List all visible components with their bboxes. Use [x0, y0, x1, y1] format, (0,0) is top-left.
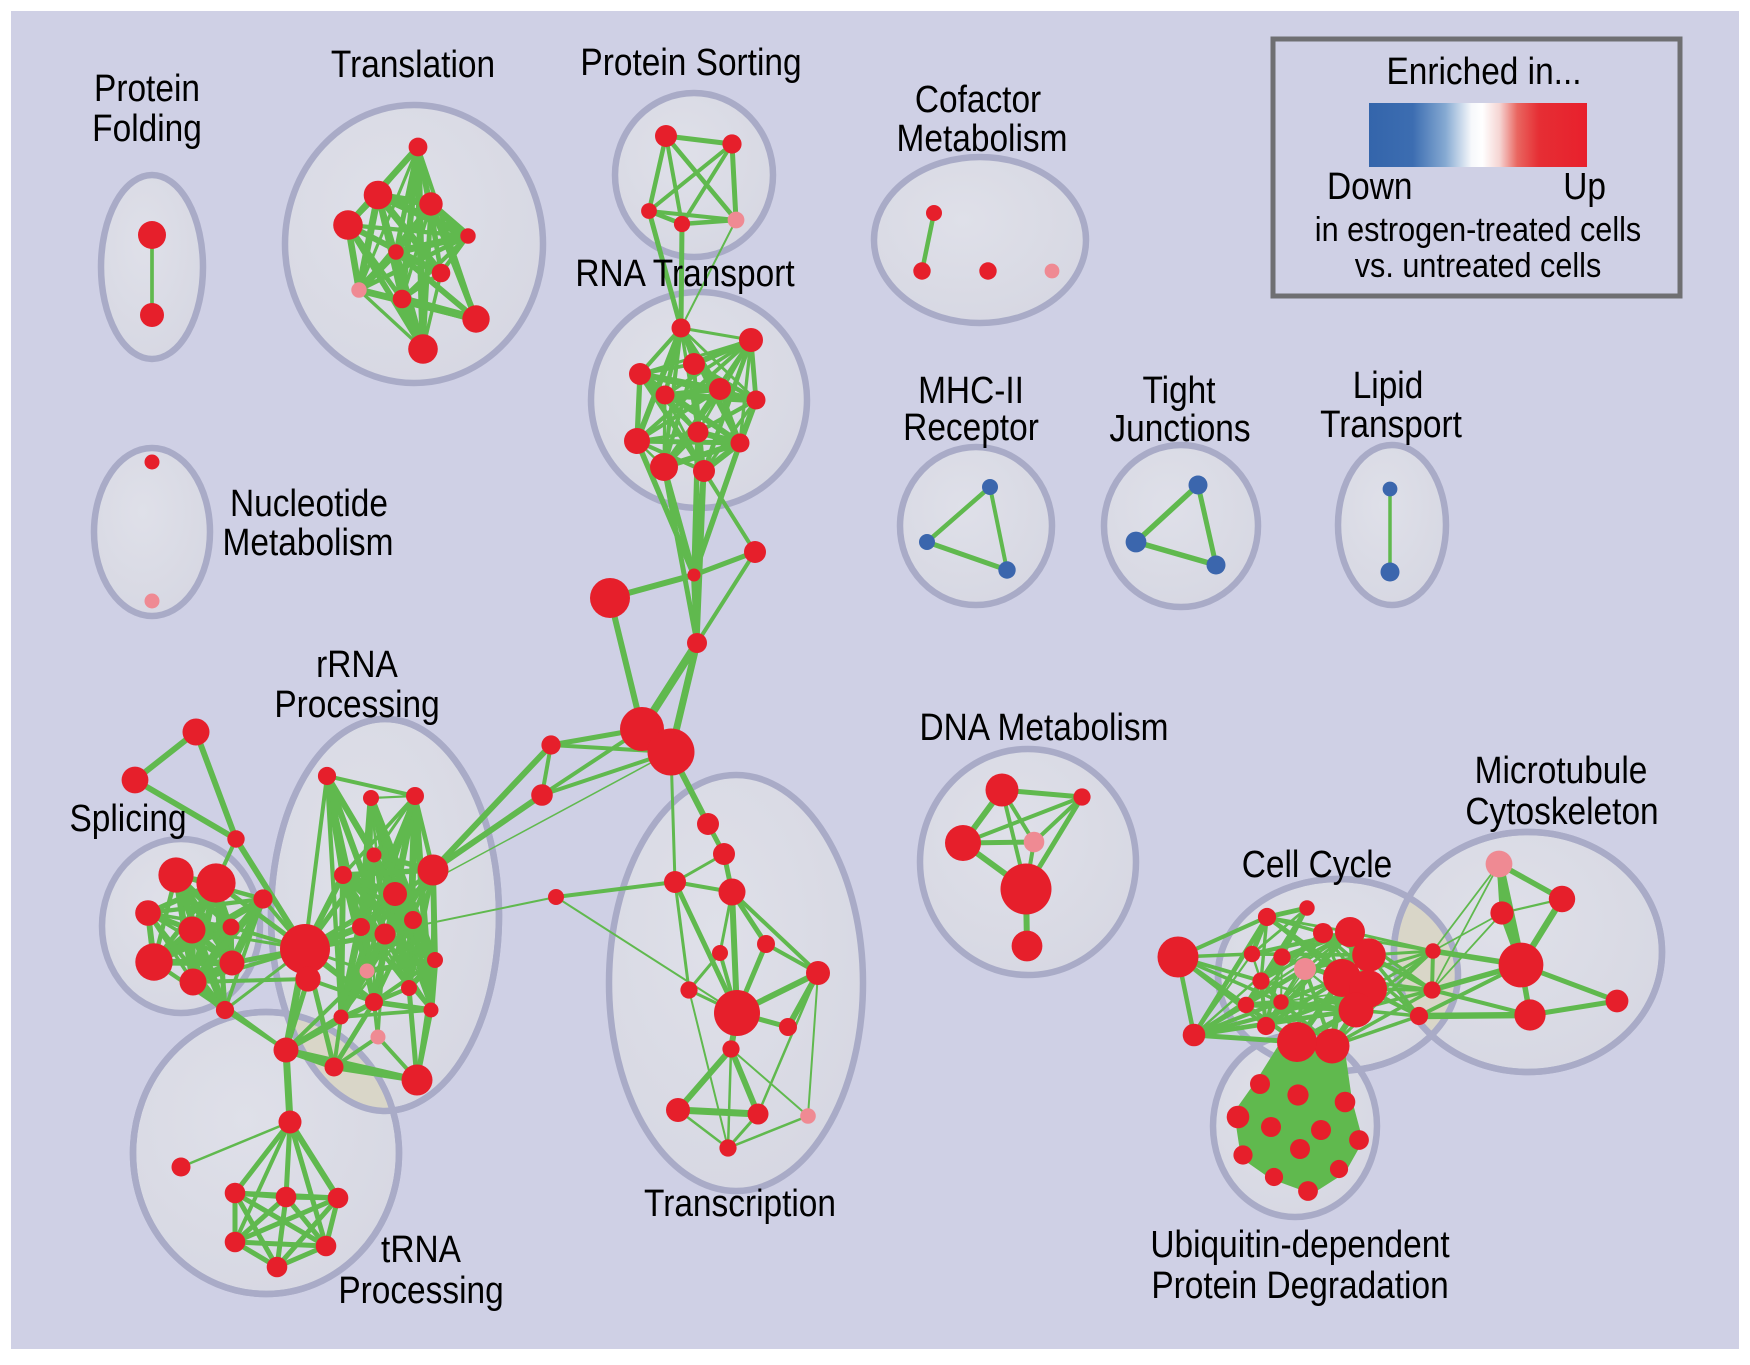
svg-text:rRNA: rRNA — [316, 643, 398, 685]
svg-text:Lipid: Lipid — [1353, 364, 1424, 406]
svg-text:MHC-II: MHC-II — [918, 369, 1024, 411]
svg-text:Protein Degradation: Protein Degradation — [1151, 1264, 1448, 1306]
svg-text:tRNA: tRNA — [381, 1228, 461, 1270]
svg-text:Tight: Tight — [1142, 369, 1215, 411]
svg-text:Cofactor: Cofactor — [915, 78, 1041, 120]
svg-text:Metabolism: Metabolism — [897, 117, 1068, 159]
svg-text:Microtubule: Microtubule — [1475, 749, 1648, 791]
svg-text:Splicing: Splicing — [69, 797, 186, 839]
svg-text:Processing: Processing — [274, 683, 439, 725]
svg-text:Enriched in...: Enriched in... — [1386, 50, 1581, 92]
svg-text:Receptor: Receptor — [903, 406, 1039, 448]
svg-text:Metabolism: Metabolism — [223, 521, 394, 563]
svg-text:DNA Metabolism: DNA Metabolism — [920, 706, 1169, 748]
svg-text:Up: Up — [1563, 165, 1606, 207]
svg-text:Transcription: Transcription — [644, 1182, 836, 1224]
svg-text:Folding: Folding — [92, 107, 202, 149]
svg-text:Ubiquitin-dependent: Ubiquitin-dependent — [1150, 1223, 1449, 1265]
svg-text:Protein: Protein — [94, 67, 200, 109]
svg-text:Down: Down — [1327, 165, 1412, 207]
svg-text:Junctions: Junctions — [1109, 407, 1250, 449]
svg-text:Transport: Transport — [1320, 403, 1462, 445]
svg-text:Processing: Processing — [338, 1269, 503, 1311]
svg-text:Translation: Translation — [331, 43, 495, 85]
svg-text:RNA Transport: RNA Transport — [575, 252, 794, 294]
svg-text:in estrogen-treated cells: in estrogen-treated cells — [1315, 211, 1641, 249]
svg-text:Nucleotide: Nucleotide — [230, 482, 388, 524]
svg-text:Protein Sorting: Protein Sorting — [580, 41, 801, 83]
svg-text:vs. untreated cells: vs. untreated cells — [1355, 247, 1602, 285]
svg-text:Cell Cycle: Cell Cycle — [1242, 843, 1392, 885]
svg-text:Cytoskeleton: Cytoskeleton — [1465, 790, 1658, 832]
